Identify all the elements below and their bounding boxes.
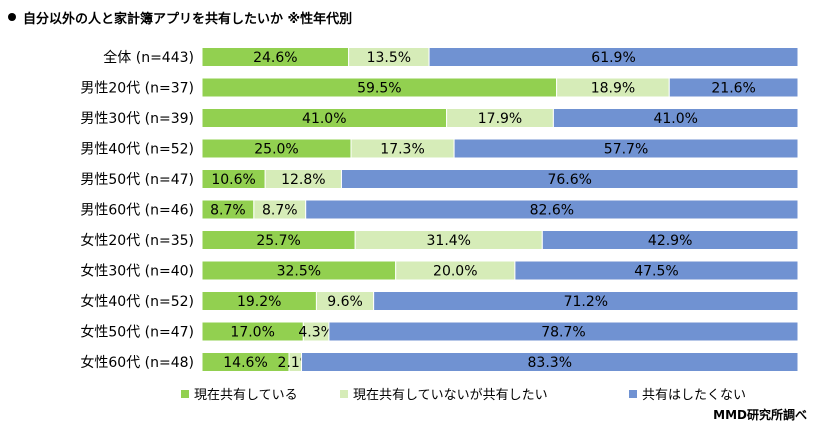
data-label: 82.6% [530,203,574,219]
data-label: 31.4% [427,233,471,249]
source-note: MMD研究所調べ [713,408,807,422]
category-label: 女性50代 (n=47) [80,324,194,341]
bar-segment [453,138,799,159]
data-label: 8.7% [262,203,298,219]
data-label: 12.8% [281,172,325,188]
category-label: 男性20代 (n=37) [80,81,194,97]
category-label: 男性60代 (n=46) [80,203,194,219]
category-label: 男性30代 (n=39) [80,111,194,127]
chart-title: 自分以外の人と家計簿アプリを共有したいか ※性年代別 [8,6,352,28]
category-label: 女性60代 (n=48) [80,354,194,371]
data-label: 25.7% [256,233,300,249]
data-label: 78.7% [541,325,585,341]
data-label: 13.5% [367,50,411,66]
bar-segment [514,260,799,281]
data-label: 9.6% [327,294,363,310]
legend-swatch [181,390,189,398]
data-label: 57.7% [604,142,648,158]
bar-segment [428,47,799,67]
data-label: 24.6% [253,50,297,66]
data-label: 47.5% [634,264,678,280]
data-label: 61.9% [591,50,635,66]
bar-segment [552,108,799,128]
bar-segment [328,321,799,342]
chart-title-text: 自分以外の人と家計簿アプリを共有したいか ※性年代別 [23,11,353,27]
bar-segment [373,291,799,311]
data-label: 21.6% [711,81,755,97]
data-label: 18.9% [591,81,635,97]
category-label: 男性40代 (n=52) [80,142,194,158]
data-label: 41.0% [653,111,697,127]
category-label: 女性40代 (n=52) [80,293,194,310]
data-label: 14.6% [223,355,267,371]
bar-segment [541,230,799,250]
category-label: 女性20代 (n=35) [80,232,194,249]
title-bullet-icon [8,13,16,21]
data-label: 20.0% [433,264,477,280]
category-label: 女性30代 (n=40) [80,263,194,280]
category-label: 男性50代 (n=47) [80,172,194,188]
data-label: 10.6% [211,172,255,188]
bar-segment [668,77,799,98]
data-label: 17.3% [380,142,424,158]
data-label: 76.6% [547,172,591,188]
legend-label: 共有はしたくない [642,388,746,403]
bar-segment [305,199,799,220]
data-label: 8.7% [210,203,246,219]
data-label: 42.9% [648,233,692,249]
data-label: 32.5% [277,264,321,280]
legend-swatch [340,390,348,398]
legend-label: 現在共有している [194,388,298,403]
data-label: 83.3% [528,355,572,371]
legend-label: 現在共有していないが共有したい [353,388,548,403]
data-label: 59.5% [357,81,401,97]
data-label: 41.0% [302,111,346,127]
data-label: 71.2% [564,294,608,310]
bar-segment [340,169,799,189]
data-label: 4.3% [298,325,334,341]
data-label: 19.2% [237,294,281,310]
data-label: 25.0% [254,142,298,158]
legend-swatch [629,390,637,398]
bar-segment [301,352,799,372]
data-label: 17.9% [478,111,522,127]
data-label: 17.0% [230,325,274,341]
category-label: 全体 (n=443) [103,49,194,66]
